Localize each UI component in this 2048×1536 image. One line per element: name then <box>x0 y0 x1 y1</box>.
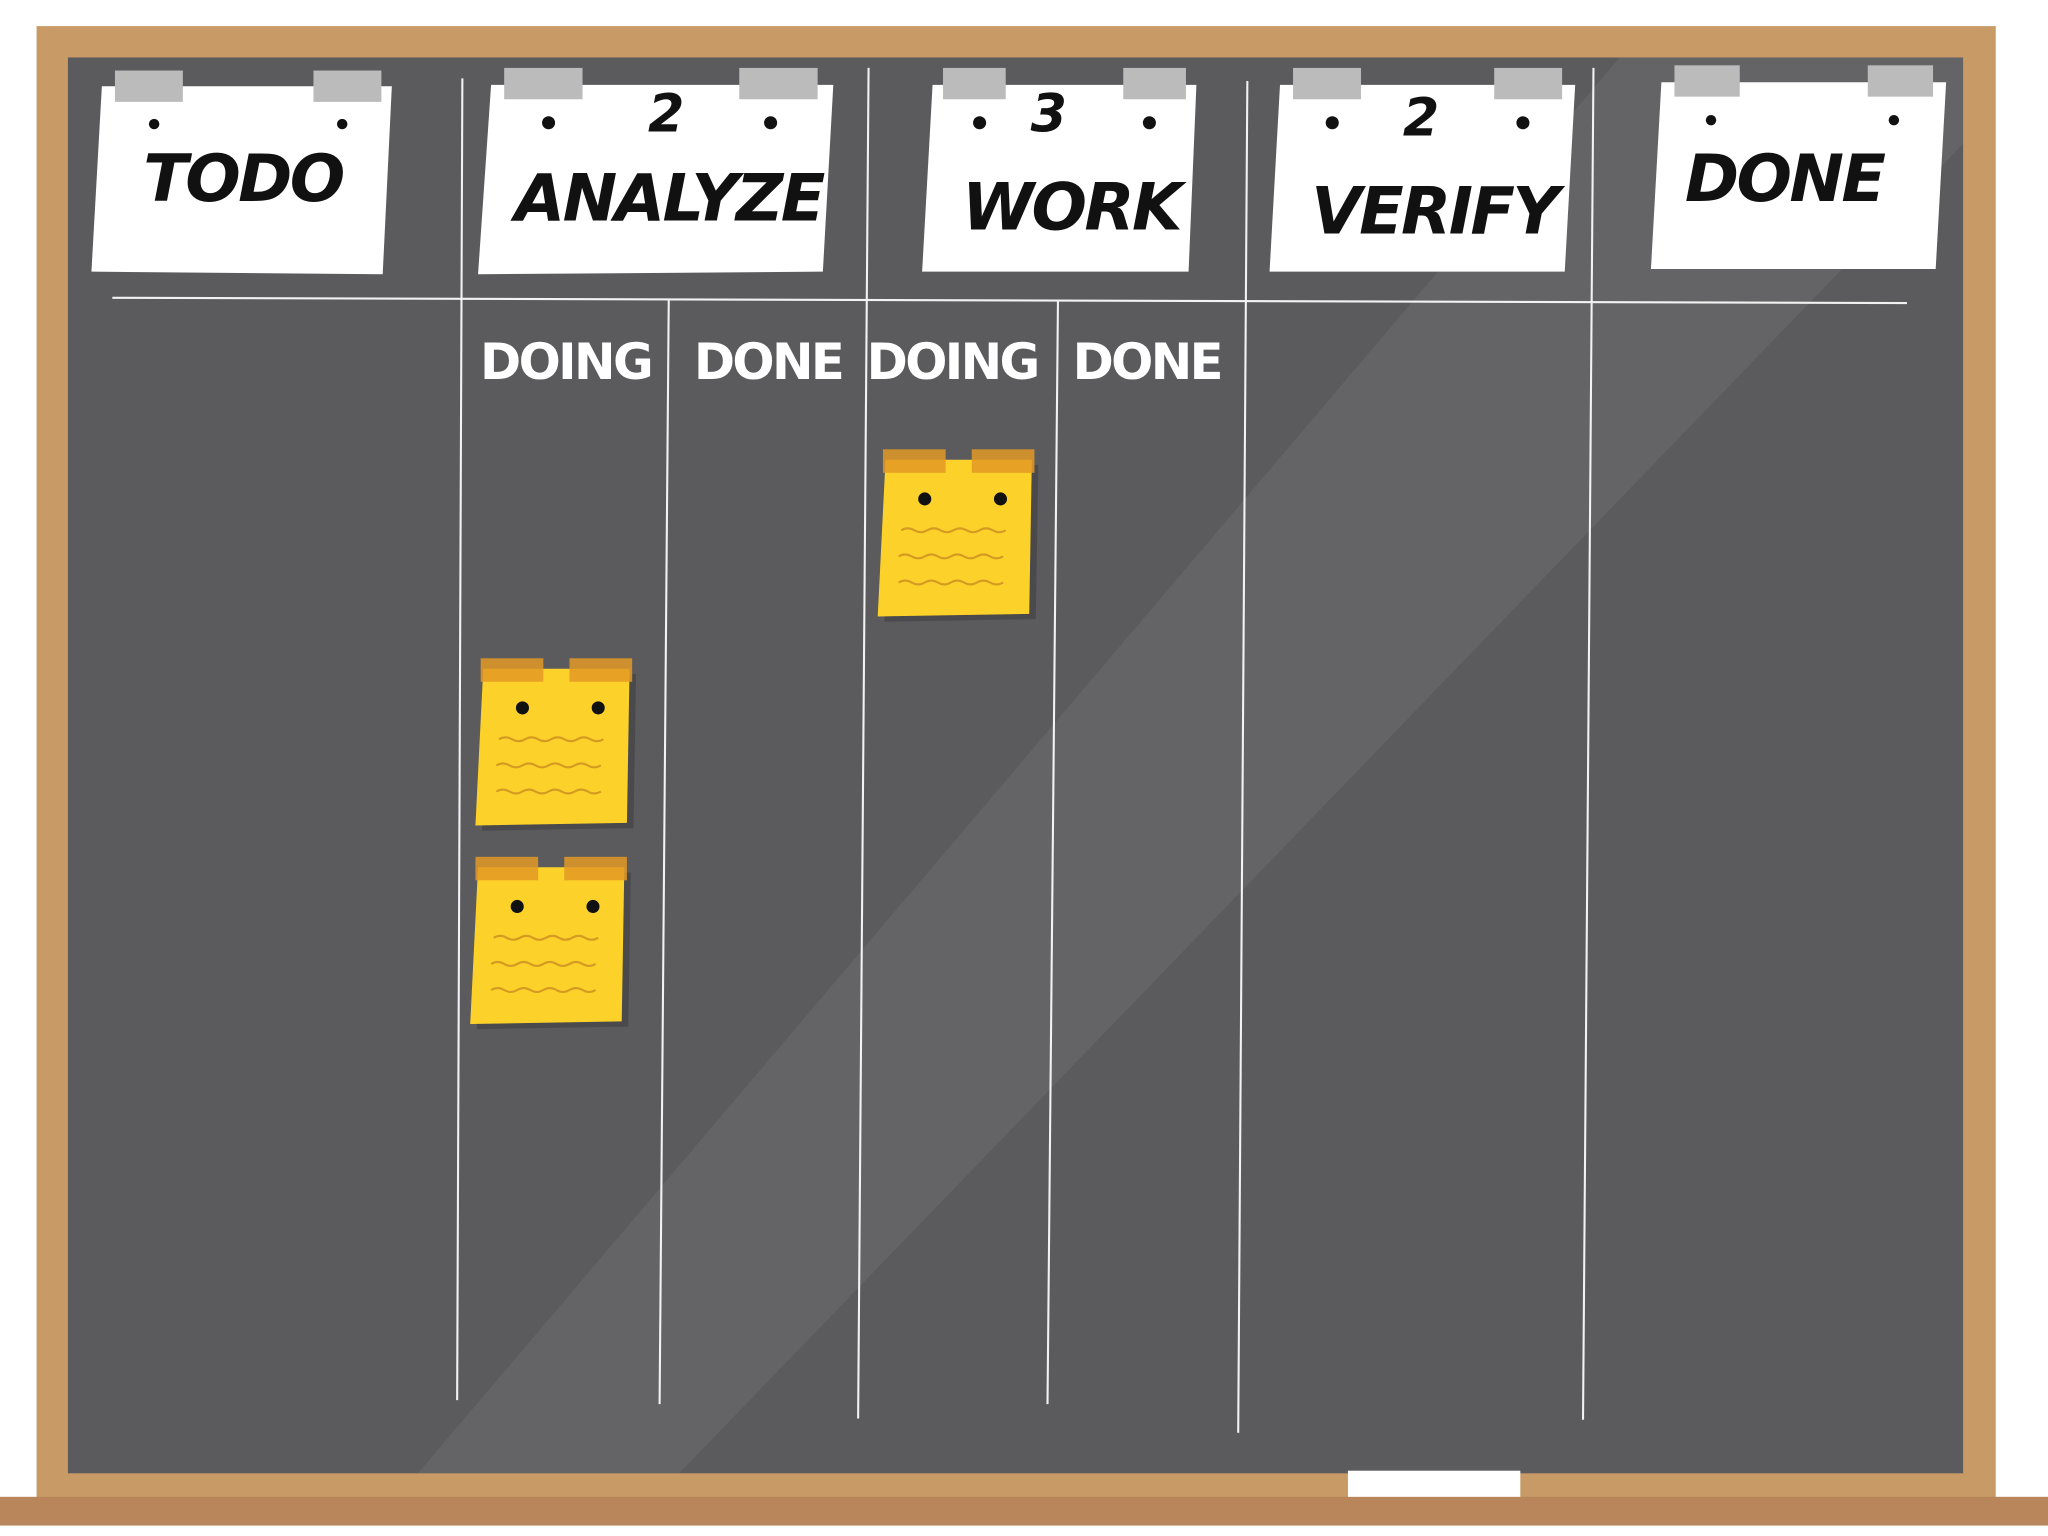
column-title: ANALYZE <box>510 161 825 237</box>
column-title: TODO <box>143 141 343 217</box>
sticky-note <box>474 657 638 832</box>
sticky-note <box>469 855 632 1031</box>
wip-limit: 2 <box>648 85 684 145</box>
sticky-note <box>876 448 1040 623</box>
divider <box>1581 67 1595 1420</box>
ledge <box>0 1496 2048 1526</box>
divider <box>112 296 1907 305</box>
header-card: TODO <box>91 70 392 275</box>
divider <box>1237 80 1249 1433</box>
header-card: DONE <box>1650 65 1947 270</box>
eraser <box>1347 1470 1521 1497</box>
wip-limit: 3 <box>1031 85 1067 145</box>
subcolumn-title: DONE <box>694 333 842 391</box>
column-title: VERIFY <box>1311 174 1565 250</box>
subcolumn-title: DOING <box>867 333 1038 391</box>
divider <box>1046 300 1060 1405</box>
header-cards: TODO 2 ANALYZE 3 WORK 2 VERIFY DON <box>91 65 1947 275</box>
header-card: 2 ANALYZE <box>478 67 834 275</box>
divider <box>456 78 464 1401</box>
subcolumn-title: DONE <box>1073 333 1221 391</box>
wip-limit: 2 <box>1403 88 1439 148</box>
header-card: 3 WORK <box>922 67 1197 272</box>
header-card: 2 VERIFY <box>1269 67 1576 272</box>
column-title: DONE <box>1685 141 1886 217</box>
chalkboard <box>67 57 1964 1474</box>
divider <box>658 300 670 1405</box>
glare <box>417 57 1964 1474</box>
column-title: WORK <box>962 170 1187 246</box>
divider <box>857 67 870 1419</box>
chalk-lines <box>112 67 1907 1433</box>
subcolumn-title: DOING <box>480 333 651 391</box>
